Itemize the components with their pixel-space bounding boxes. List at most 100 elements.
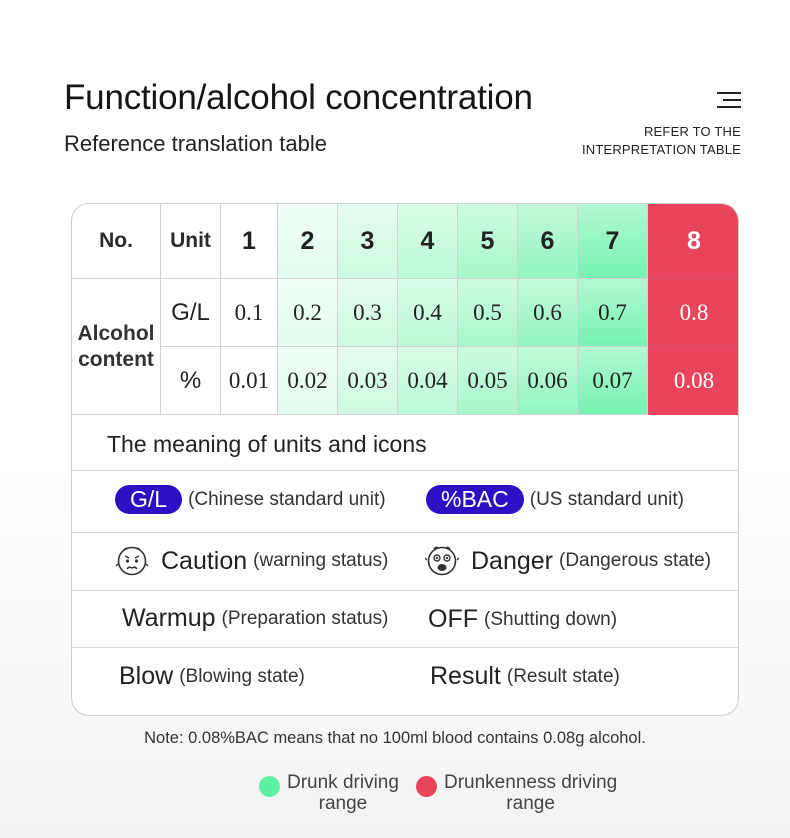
pct-value: 0.06 <box>527 367 568 393</box>
gl-value-cell-4: 0.4 <box>398 279 458 347</box>
footnote: Note: 0.08%BAC means that no 100ml blood… <box>144 729 646 747</box>
legend-green-text: Drunk driving range <box>287 772 399 814</box>
gl-value-cell-7: 0.7 <box>578 279 648 347</box>
refer-line-2: INTERPRETATION TABLE <box>581 142 741 157</box>
no-label: No. <box>99 229 133 252</box>
legend-red: Drunkenness driving range <box>416 772 617 814</box>
row-divider <box>72 470 738 471</box>
pct-value-cell-2: 0.02 <box>278 347 338 415</box>
gl-value: 0.5 <box>473 299 502 325</box>
legend-green-line1: Drunk driving <box>287 772 399 793</box>
bac-pill: %BAC <box>426 485 524 514</box>
gl-value-cell-5: 0.5 <box>458 279 518 347</box>
result-item: Result (Result state) <box>430 662 620 691</box>
unit-pct-label: % <box>179 366 202 394</box>
column-number: 2 <box>300 226 315 255</box>
gl-value: 0.8 <box>679 299 709 325</box>
column-number: 5 <box>480 226 495 255</box>
gl-value-cell-1: 0.1 <box>221 279 278 347</box>
alcohol-content-cell: Alcohol content <box>72 279 161 415</box>
column-number-cell-7: 7 <box>578 204 648 279</box>
alcohol-content-label: Alcohol content <box>78 321 155 373</box>
pct-value-cell-1: 0.01 <box>221 347 278 415</box>
blow-word: Blow <box>119 662 174 690</box>
gl-value: 0.6 <box>533 299 562 325</box>
column-number-cell-2: 2 <box>278 204 338 279</box>
refer-link[interactable]: REFER TO THE INTERPRETATION TABLE <box>582 123 741 159</box>
unit-header-cell: Unit <box>161 204 221 279</box>
caution-word: Caution <box>161 546 248 575</box>
unit-label: Unit <box>170 229 211 252</box>
column-number: 8 <box>687 226 701 255</box>
refer-line-1: REFER TO THE <box>643 124 741 139</box>
gl-value: 0.3 <box>353 299 382 325</box>
page-title: Function/alcohol concentration <box>64 78 533 117</box>
pct-value: 0.04 <box>407 367 448 393</box>
warmup-desc: (Preparation status) <box>221 607 389 629</box>
meaning-title: The meaning of units and icons <box>107 431 427 457</box>
pct-value: 0.03 <box>347 367 388 393</box>
legend-red-text: Drunkenness driving range <box>444 772 617 814</box>
gl-value-cell-2: 0.2 <box>278 279 338 347</box>
pct-value-cell-4: 0.04 <box>398 347 458 415</box>
pct-value: 0.08 <box>673 368 715 393</box>
alcohol-label-line1: Alcohol <box>77 321 155 345</box>
column-number-cell-8: 8 <box>648 204 738 279</box>
result-desc: (Result state) <box>506 665 620 687</box>
off-item: OFF (Shutting down) <box>428 605 617 634</box>
blow-item: Blow (Blowing state) <box>119 662 305 691</box>
blow-desc: (Blowing state) <box>179 665 305 687</box>
legend-green: Drunk driving range <box>259 772 399 814</box>
column-number: 4 <box>420 226 435 255</box>
red-dot-icon <box>416 776 437 797</box>
gl-value-cell-3: 0.3 <box>338 279 398 347</box>
column-number-cell-3: 3 <box>338 204 398 279</box>
row-divider <box>72 647 738 648</box>
pct-value-cell-8: 0.08 <box>648 347 738 415</box>
off-word: OFF <box>428 605 478 633</box>
gl-value: 0.7 <box>598 299 627 325</box>
gl-value: 0.1 <box>234 299 264 325</box>
menu-icon[interactable] <box>717 92 741 109</box>
reference-card: No. Unit Alcohol content G/L % The meani… <box>71 203 739 716</box>
page-subtitle: Reference translation table <box>64 131 327 156</box>
pct-value: 0.02 <box>287 367 328 393</box>
gl-value: 0.2 <box>293 299 322 325</box>
alcohol-label-line2: content <box>78 347 154 371</box>
worried-face-icon <box>115 546 149 576</box>
no-header-cell: No. <box>72 204 161 279</box>
warmup-item: Warmup (Preparation status) <box>122 604 388 633</box>
column-number-cell-5: 5 <box>458 204 518 279</box>
gl-value-cell-6: 0.6 <box>518 279 578 347</box>
column-number: 7 <box>605 226 620 255</box>
column-number-cell-6: 6 <box>518 204 578 279</box>
pct-value: 0.07 <box>592 367 633 393</box>
column-number: 3 <box>360 226 375 255</box>
green-dot-icon <box>259 776 280 797</box>
caution-item: Caution (warning status) <box>115 544 388 578</box>
legend-green-line2: range <box>318 793 368 814</box>
gl-pill: G/L <box>115 485 183 514</box>
unit-gl-label: G/L <box>171 298 210 326</box>
bac-unit-item: %BAC (US standard unit) <box>426 485 684 514</box>
unit-pct-cell: % <box>161 347 221 415</box>
column-number: 6 <box>540 226 555 255</box>
column-number-cell-4: 4 <box>398 204 458 279</box>
pct-value-cell-5: 0.05 <box>458 347 518 415</box>
legend-red-line1: Drunkenness driving <box>444 772 618 793</box>
pct-value-cell-6: 0.06 <box>518 347 578 415</box>
pct-value-cell-3: 0.03 <box>338 347 398 415</box>
pct-value-cell-7: 0.07 <box>578 347 648 415</box>
danger-desc: (Dangerous state) <box>559 550 712 571</box>
row-divider <box>72 532 738 533</box>
gl-desc: (Chinese standard unit) <box>188 488 386 510</box>
gl-unit-item: G/L (Chinese standard unit) <box>115 485 386 514</box>
column-number: 1 <box>242 226 256 255</box>
column-number-cell-1: 1 <box>221 204 278 279</box>
row-divider <box>72 590 738 591</box>
unit-gl-cell: G/L <box>161 279 221 347</box>
gl-value: 0.4 <box>413 299 442 325</box>
danger-item: Danger (Dangerous state) <box>425 544 711 578</box>
caution-desc: (warning status) <box>253 550 389 571</box>
pct-value: 0.05 <box>467 367 508 393</box>
